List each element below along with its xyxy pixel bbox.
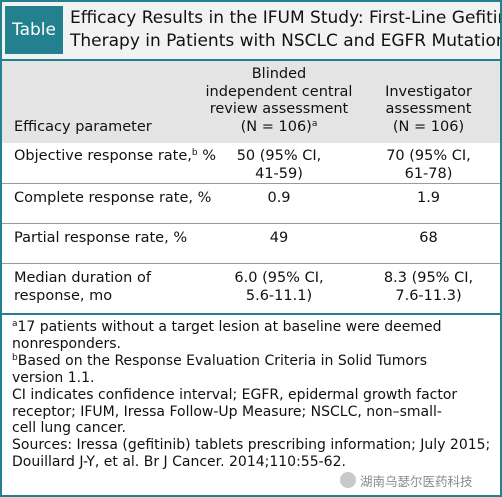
column-header: Blinded <box>251 66 307 82</box>
cell: 1.9 <box>416 190 441 206</box>
header-band <box>2 59 500 143</box>
footnote-ref: b <box>191 148 198 158</box>
cell: 41-59) <box>255 165 303 182</box>
row-rule <box>2 223 500 224</box>
label-box <box>5 6 63 54</box>
cell: 5.6-11.1) <box>245 287 313 304</box>
cell: 50 (95% CI, <box>236 148 322 164</box>
footnote-text: Based on the Response Evaluation Criteri… <box>17 352 427 369</box>
footnote: nonresponders. <box>12 336 121 353</box>
footnote: bBased on the Response Evaluation Criter… <box>12 353 427 370</box>
cell: 7.6-11.3) <box>395 287 462 304</box>
row-rule <box>2 263 500 264</box>
row-label: response, mo <box>14 287 113 304</box>
row-rule <box>2 183 500 184</box>
column-header: (N = 106) <box>392 118 465 135</box>
footnote-text: cell lung cancer. <box>12 420 126 437</box>
cell: 68 <box>419 230 438 246</box>
footnote: Douillard J-Y, et al. Br J Cancer. 2014;… <box>12 454 346 471</box>
footnote-text: Sources: Iressa (gefitinib) tablets pres… <box>12 437 491 454</box>
row-label: Complete response rate, % <box>14 190 212 206</box>
footnote: version 1.1. <box>12 370 94 387</box>
title-band <box>2 2 500 59</box>
footnote: receptor; IFUM, Iressa Follow-Up Measure… <box>12 404 442 421</box>
cell: 6.0 (95% CI, <box>234 270 324 286</box>
footnote: CI indicates confidence interval; EGFR, … <box>12 387 457 404</box>
footnote-text: receptor; IFUM, Iressa Follow-Up Measure… <box>12 403 442 420</box>
footnote-text: Douillard J-Y, et al. Br J Cancer. 2014;… <box>12 454 346 471</box>
footnote-mark: a <box>12 319 18 329</box>
footnote-text: CI indicates confidence interval; EGFR, … <box>12 386 458 403</box>
title-line: Therapy in Patients with NSCLC and EGFR … <box>70 31 502 51</box>
cell: 8.3 (95% CI, <box>383 270 474 286</box>
label: Table <box>12 20 56 40</box>
footnote-text: 17 patients without a target lesion at b… <box>17 319 442 335</box>
column-header: Efficacy parameter <box>14 118 152 135</box>
footnote: cell lung cancer. <box>12 420 126 437</box>
footnote-ref: a <box>311 118 318 129</box>
title-line: Efficacy Results in the IFUM Study: Firs… <box>70 8 502 28</box>
column-header: assessment <box>385 101 472 117</box>
footnote-mark: b <box>12 352 18 363</box>
cell: 70 (95% CI, <box>386 148 471 164</box>
row-label: Partial response rate, % <box>14 230 188 246</box>
watermark: 湖南乌瑟尔医药科技 <box>360 471 473 490</box>
row-label: Objective response rate,b % <box>14 148 217 164</box>
footnote: a17 patients without a target lesion at … <box>12 319 441 336</box>
label-suffix: % <box>197 148 217 164</box>
column-header: (N = 106)a <box>240 118 318 135</box>
cell: 49 <box>269 230 289 246</box>
cell: 61-78) <box>404 165 453 182</box>
column-header: independent central <box>205 83 353 100</box>
footnote: Sources: Iressa (gefitinib) tablets pres… <box>12 437 490 454</box>
column-header: review assessment <box>209 101 349 117</box>
watermark-icon <box>340 472 356 488</box>
row-label: Median duration of <box>14 270 151 286</box>
footnote-text: version 1.1. <box>12 369 95 386</box>
footnote-rule <box>2 313 500 315</box>
column-header: Investigator <box>385 83 472 100</box>
cell: 0.9 <box>267 190 291 206</box>
footnote-text: nonresponders. <box>12 335 121 352</box>
